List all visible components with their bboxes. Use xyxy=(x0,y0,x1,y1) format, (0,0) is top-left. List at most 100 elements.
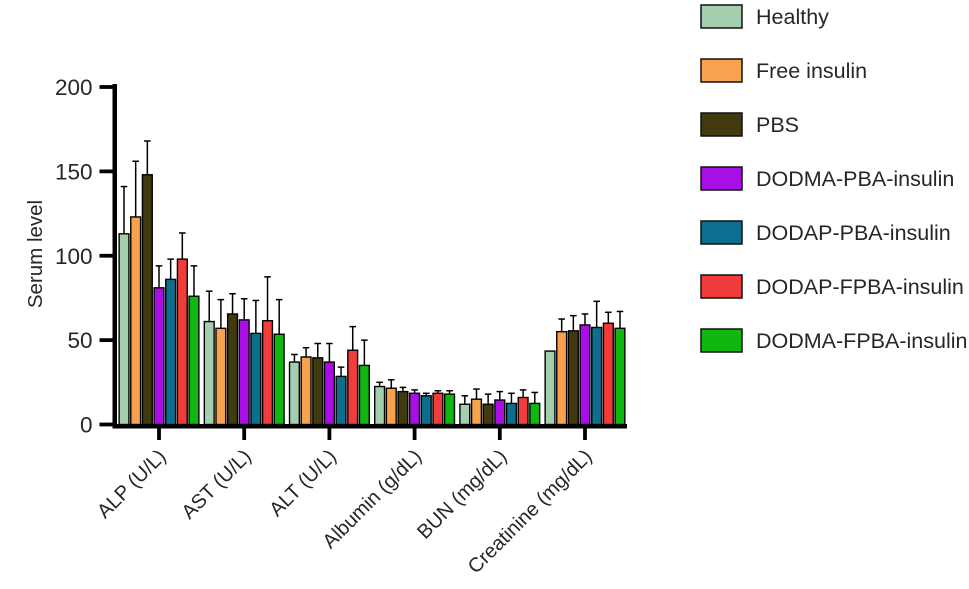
error-bar xyxy=(531,391,539,404)
bar-1-5 xyxy=(165,278,177,426)
error-bar xyxy=(190,265,198,297)
bar-6-7 xyxy=(614,327,626,426)
legend-swatch xyxy=(700,112,743,137)
legend-item: DODAP-PBA-insulin xyxy=(700,220,951,245)
error-bar xyxy=(581,313,589,325)
legend-label: Healthy xyxy=(756,5,829,29)
bar-1-2 xyxy=(130,216,142,426)
legend-swatch xyxy=(700,58,743,83)
y-tick-label: 50 xyxy=(67,328,92,353)
error-bar xyxy=(399,386,407,392)
bar-2-5 xyxy=(250,332,262,426)
bar-4-7 xyxy=(443,393,456,426)
bar-1-7 xyxy=(188,295,200,426)
y-tick xyxy=(99,85,113,89)
x-tick xyxy=(497,428,502,440)
bar-1-6 xyxy=(176,258,188,426)
x-tick xyxy=(583,428,587,440)
error-bar xyxy=(179,232,186,260)
bar-5-1 xyxy=(459,403,471,426)
bar-2-4 xyxy=(238,319,250,426)
bar-6-2 xyxy=(556,330,568,426)
bar-1-3 xyxy=(141,174,153,426)
error-bar xyxy=(229,292,236,314)
bar-3-7 xyxy=(358,364,370,426)
legend-swatch xyxy=(700,328,743,353)
bar-4-6 xyxy=(432,392,444,426)
bar-5-4 xyxy=(494,399,506,426)
error-bars-layer xyxy=(120,140,624,405)
error-bar xyxy=(132,160,139,217)
bar-5-6 xyxy=(517,396,529,426)
bar-6-4 xyxy=(579,324,591,426)
bar-3-5 xyxy=(335,375,347,426)
bar-4-3 xyxy=(397,390,409,426)
error-bar xyxy=(446,390,453,395)
legend-label: DODAP-PBA-insulin xyxy=(756,221,951,245)
error-bar xyxy=(508,392,515,404)
error-bar xyxy=(252,299,260,334)
bar-3-6 xyxy=(347,349,359,426)
bar-4-1 xyxy=(374,385,386,426)
bar-2-7 xyxy=(273,333,285,426)
x-tick-label: ALT (U/L) xyxy=(265,445,341,521)
y-tick xyxy=(99,253,113,258)
y-axis-label: Serum level xyxy=(24,200,47,308)
x-axis xyxy=(112,424,627,429)
axes-layer xyxy=(99,84,627,440)
error-bar xyxy=(434,390,442,394)
error-bar xyxy=(302,346,310,357)
y-tick-label: 0 xyxy=(80,413,93,438)
bar-3-1 xyxy=(288,361,301,426)
error-bar xyxy=(275,298,283,335)
legend-swatch xyxy=(700,166,743,191)
y-tick xyxy=(99,169,113,174)
bar-6-3 xyxy=(567,330,579,426)
error-bar xyxy=(205,290,213,322)
error-bar xyxy=(326,342,333,363)
error-bar xyxy=(496,390,504,401)
error-bar xyxy=(558,318,565,332)
error-bar xyxy=(144,140,151,175)
legend-item: DODAP-FPBA-insulin xyxy=(700,274,964,299)
bar-3-4 xyxy=(323,361,336,426)
error-bar xyxy=(461,395,469,405)
bar-3-2 xyxy=(300,356,312,426)
error-bar xyxy=(519,389,527,398)
error-bar xyxy=(217,298,225,329)
y-tick xyxy=(99,422,113,427)
error-bar xyxy=(314,342,322,358)
x-tick xyxy=(327,428,332,440)
bar-5-7 xyxy=(529,402,541,426)
bar-5-5 xyxy=(505,402,518,426)
error-bar xyxy=(167,258,174,280)
error-bar xyxy=(155,265,163,288)
bar-4-2 xyxy=(385,387,397,426)
legend-item: DODMA-FPBA-insulin xyxy=(700,328,967,353)
error-bar xyxy=(387,379,395,389)
legend-label: DODMA-FPBA-insulin xyxy=(756,329,967,353)
bar-3-3 xyxy=(312,357,324,426)
bar-6-6 xyxy=(602,322,614,426)
legend-label: DODMA-PBA-insulin xyxy=(756,167,954,191)
x-tick-label: AST (U/L) xyxy=(178,445,256,523)
bar-5-3 xyxy=(482,403,494,426)
legend-item: Healthy xyxy=(700,4,829,29)
error-bar xyxy=(361,339,368,366)
error-bar xyxy=(240,298,248,320)
legend-swatch xyxy=(700,220,743,245)
legend-item: Free insulin xyxy=(700,58,867,83)
bar-6-1 xyxy=(544,350,556,426)
x-tick xyxy=(157,428,161,440)
bar-1-4 xyxy=(153,287,165,426)
error-bar xyxy=(411,389,418,394)
bar-4-5 xyxy=(420,395,432,426)
error-bar xyxy=(422,392,430,396)
error-bar xyxy=(120,185,128,234)
error-bar xyxy=(264,276,271,321)
bar-2-2 xyxy=(215,327,227,426)
error-bar xyxy=(484,393,492,405)
error-bar xyxy=(473,388,480,400)
legend-swatch xyxy=(700,274,743,299)
